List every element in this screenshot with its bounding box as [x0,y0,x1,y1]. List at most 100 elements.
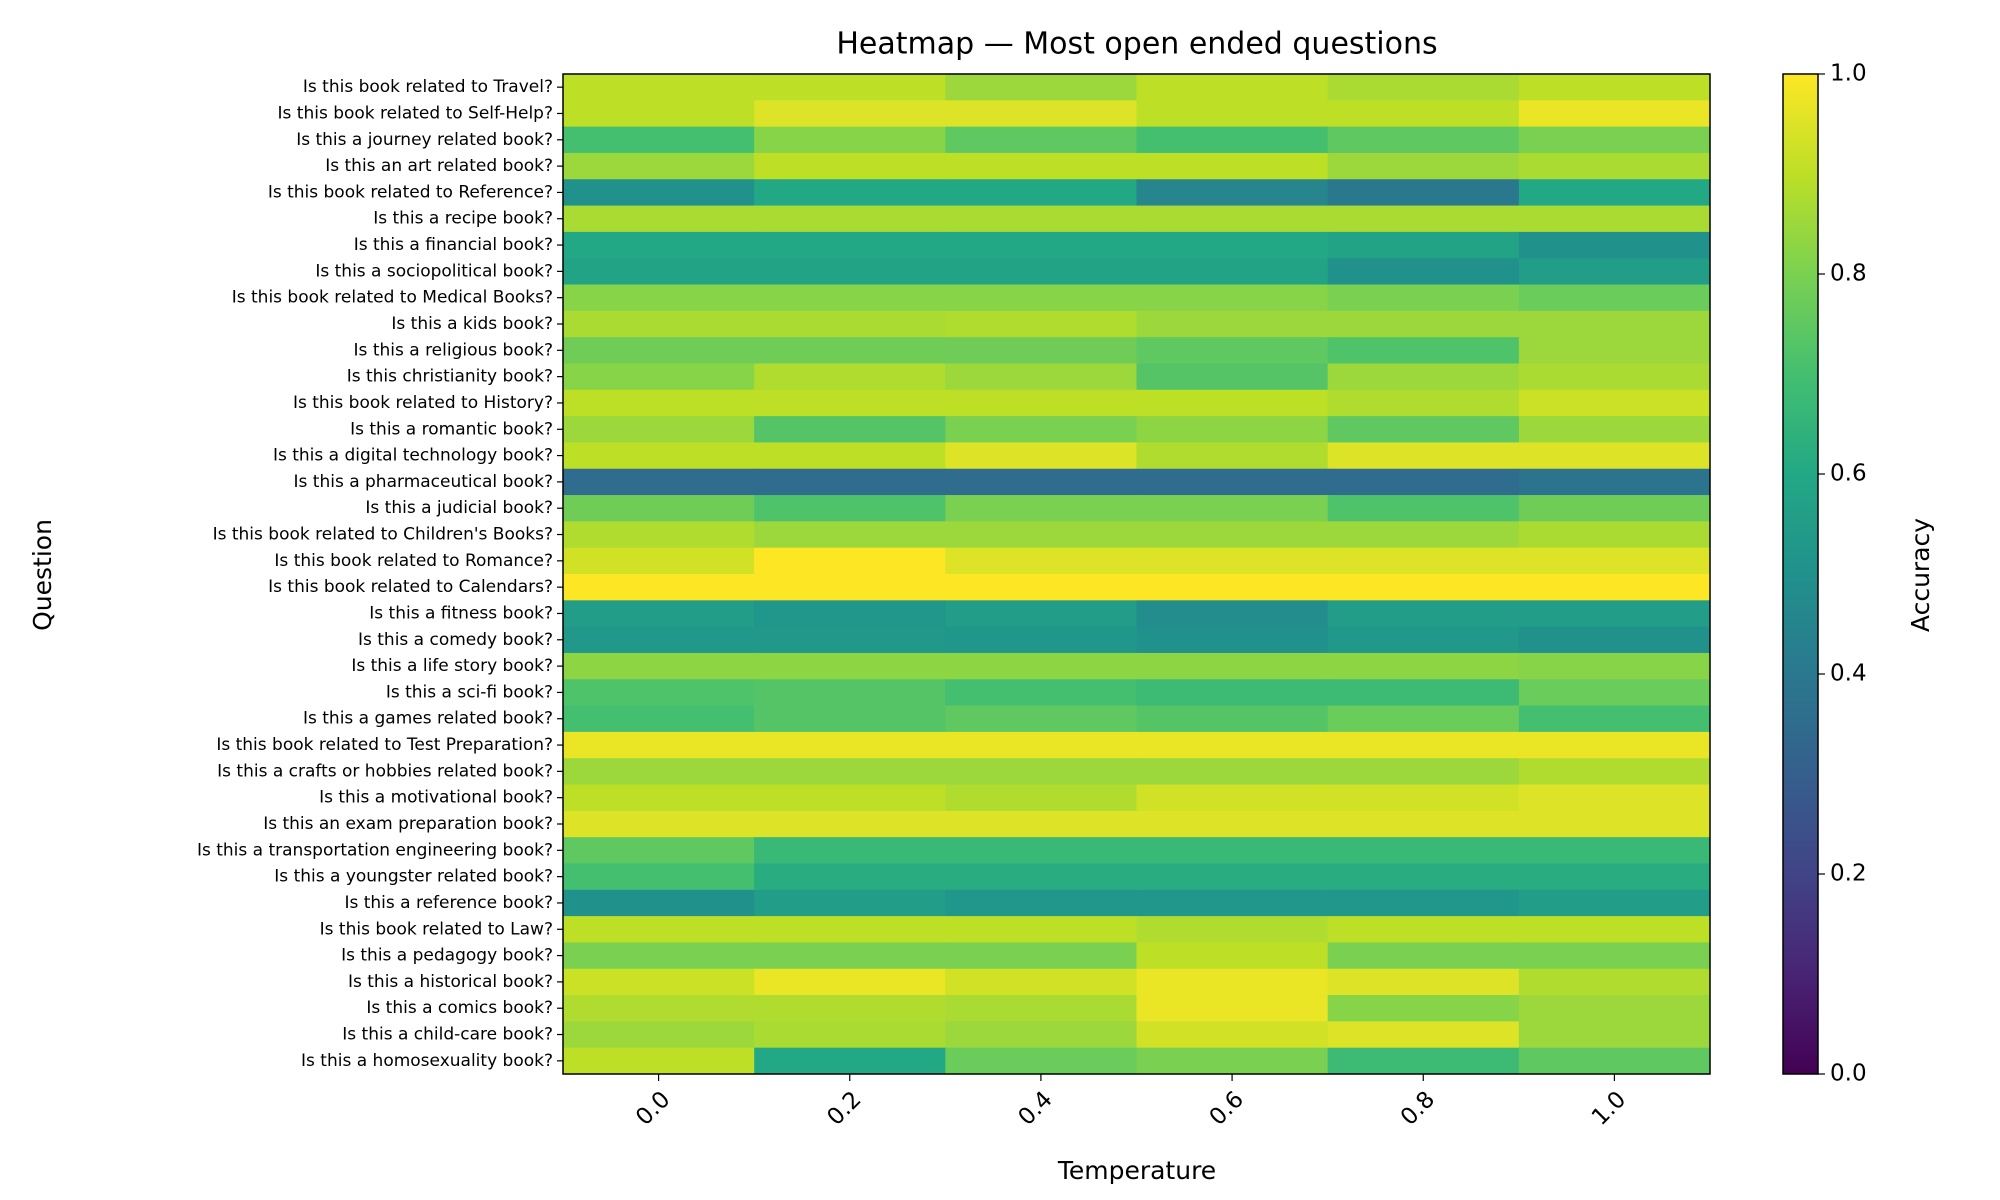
heatmap-cell [563,705,755,733]
heatmap-cell [1518,74,1711,101]
heatmap-cell [563,889,755,917]
heatmap-cell [754,1047,946,1075]
heatmap-cell [1327,600,1520,628]
heatmap-cell [945,337,1137,364]
heatmap-cell [563,363,755,391]
heatmap-cell [563,1047,755,1075]
heatmap-cell [754,784,946,812]
heatmap-cell [1136,416,1329,443]
heatmap-cell [754,468,946,496]
heatmap-cell [1136,863,1329,891]
heatmap-cell [1518,705,1711,733]
heatmap-cell [1136,810,1329,838]
heatmap-cell [945,152,1137,180]
heatmap-cell [754,942,946,970]
x-tick-label: 0.4 [1014,1086,1058,1130]
heatmap-cell [1136,916,1329,943]
heatmap-cell [945,521,1137,549]
heatmap-cell [1327,784,1520,812]
heatmap-cell [1327,468,1520,496]
heatmap-cell [1327,284,1520,312]
heatmap-cell [563,126,755,154]
heatmap-cell [1327,574,1520,601]
colorbar-tick-label: 0.8 [1830,261,1867,287]
heatmap-cell [1136,521,1329,549]
heatmap-cell [754,416,946,443]
y-tick-label: Is this a financial book? [354,235,553,255]
colorbar-tick-label: 1.0 [1830,61,1867,87]
heatmap-cell [945,74,1137,101]
heatmap-cell [754,521,946,549]
heatmap-cell [1136,389,1329,417]
heatmap-cell [1136,731,1329,759]
heatmap-cell [754,74,946,101]
heatmap-cell [754,337,946,364]
y-tick-label: Is this a sociopolitical book? [315,261,553,281]
heatmap-cell [1327,705,1520,733]
heatmap-cell [1518,126,1711,154]
heatmap-cell [563,652,755,680]
y-tick-label: Is this a journey related book? [296,130,553,150]
heatmap-cell [1518,758,1711,786]
heatmap-cell [1518,968,1711,996]
y-tick-label: Is this a comedy book? [358,630,553,650]
heatmap-cell [945,574,1137,601]
heatmap-cell [754,705,946,733]
y-tick-label: Is this a historical book? [348,972,553,992]
heatmap-cell [1327,679,1520,707]
heatmap-cell [563,468,755,496]
heatmap-cell [1136,495,1329,522]
heatmap-cell [1518,521,1711,549]
heatmap-cell [1518,284,1711,312]
x-tick-label: 0.2 [822,1086,866,1130]
heatmap-cell [1518,205,1711,233]
heatmap-cell [945,442,1137,470]
heatmap-cell [1518,916,1711,943]
heatmap-cell [1136,363,1329,391]
heatmap-cell [563,205,755,233]
heatmap-cell [945,416,1137,443]
heatmap-cell [754,205,946,233]
heatmap-cell [1136,205,1329,233]
heatmap-cell [945,100,1137,128]
heatmap-cell [945,468,1137,496]
y-tick-label: Is this book related to History? [293,393,553,413]
y-tick-label: Is this a kids book? [391,314,553,334]
heatmap-cell [1327,521,1520,549]
y-tick-label: Is this a motivational book? [319,788,553,808]
y-tick-label: Is this a religious book? [354,340,553,360]
heatmap-cell [754,152,946,180]
heatmap-cell [1518,231,1711,259]
heatmap-cell [1518,1047,1711,1075]
heatmap-cell [945,179,1137,207]
heatmap-cell [1136,442,1329,470]
heatmap-cell [563,626,755,654]
heatmap-cell [1518,731,1711,759]
x-axis-label: Temperature [1057,1156,1216,1185]
y-tick-label: Is this a transportation engineering boo… [197,840,553,860]
heatmap-cell [945,363,1137,391]
heatmap-cell [1136,100,1329,128]
heatmap-cell [1327,231,1520,259]
heatmap-cell [1327,626,1520,654]
heatmap-cell [945,758,1137,786]
y-tick-label: Is this book related to Romance? [274,551,553,571]
heatmap-cell [1136,574,1329,601]
y-tick-label: Is this book related to Calendars? [268,577,553,597]
y-tick-label: Is this a pedagogy book? [341,946,553,966]
heatmap-cell [945,995,1137,1022]
heatmap-cell [1136,1047,1329,1075]
heatmap-cell [1136,679,1329,707]
heatmap-cell [754,968,946,996]
heatmap-cell [563,442,755,470]
heatmap-cell [1136,784,1329,812]
heatmap-cell [1518,416,1711,443]
heatmap-cell [945,231,1137,259]
heatmap-cell [1136,152,1329,180]
x-tick-label: 0.0 [631,1086,675,1130]
heatmap-cell [563,863,755,891]
heatmap-cell [1327,74,1520,101]
heatmap-cell [945,626,1137,654]
heatmap-cell [945,205,1137,233]
